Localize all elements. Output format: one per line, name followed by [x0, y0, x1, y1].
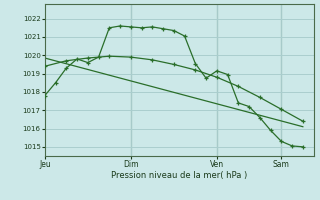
X-axis label: Pression niveau de la mer( hPa ): Pression niveau de la mer( hPa ) [111, 171, 247, 180]
